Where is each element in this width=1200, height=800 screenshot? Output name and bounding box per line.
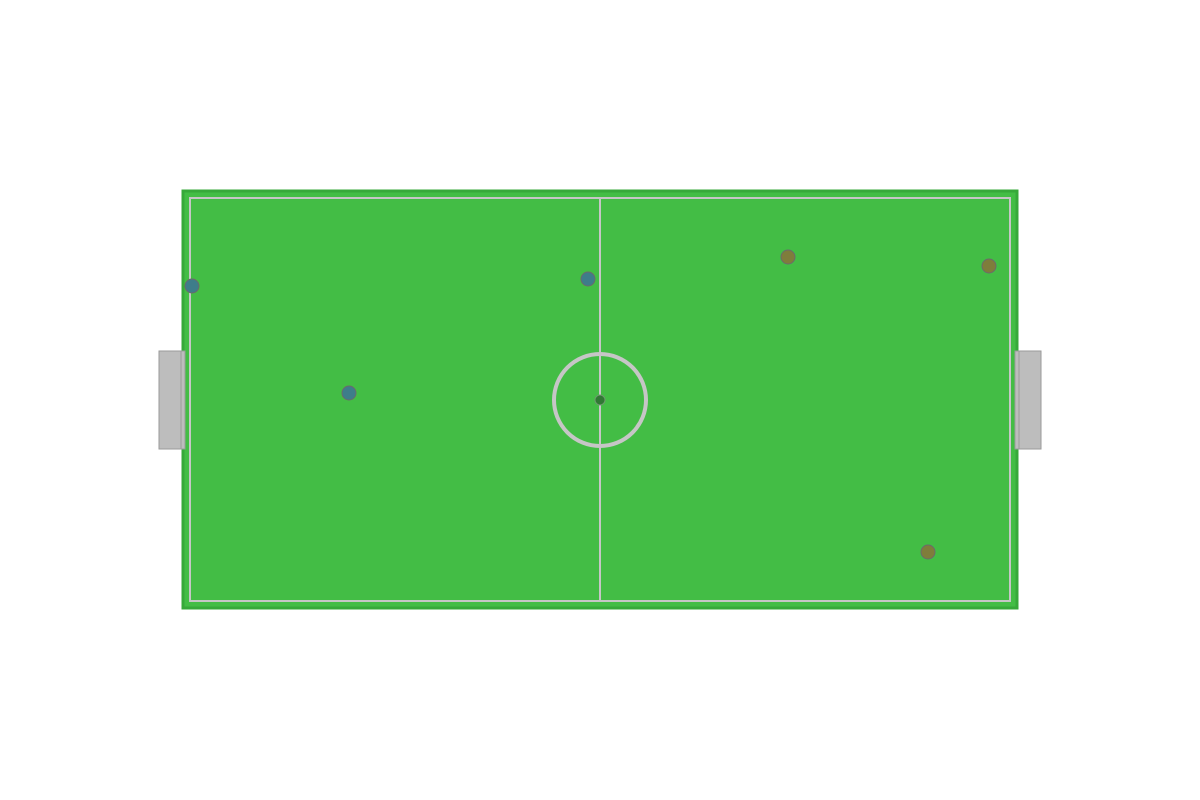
- players-layer: [184, 249, 997, 560]
- blue-player: [341, 385, 357, 401]
- orange-player: [981, 258, 997, 274]
- orange-player: [920, 544, 936, 560]
- center-circle: [552, 352, 648, 448]
- blue-player: [184, 278, 200, 294]
- orange-player: [780, 249, 796, 265]
- blue-player: [580, 271, 596, 287]
- center-spot: [594, 394, 606, 406]
